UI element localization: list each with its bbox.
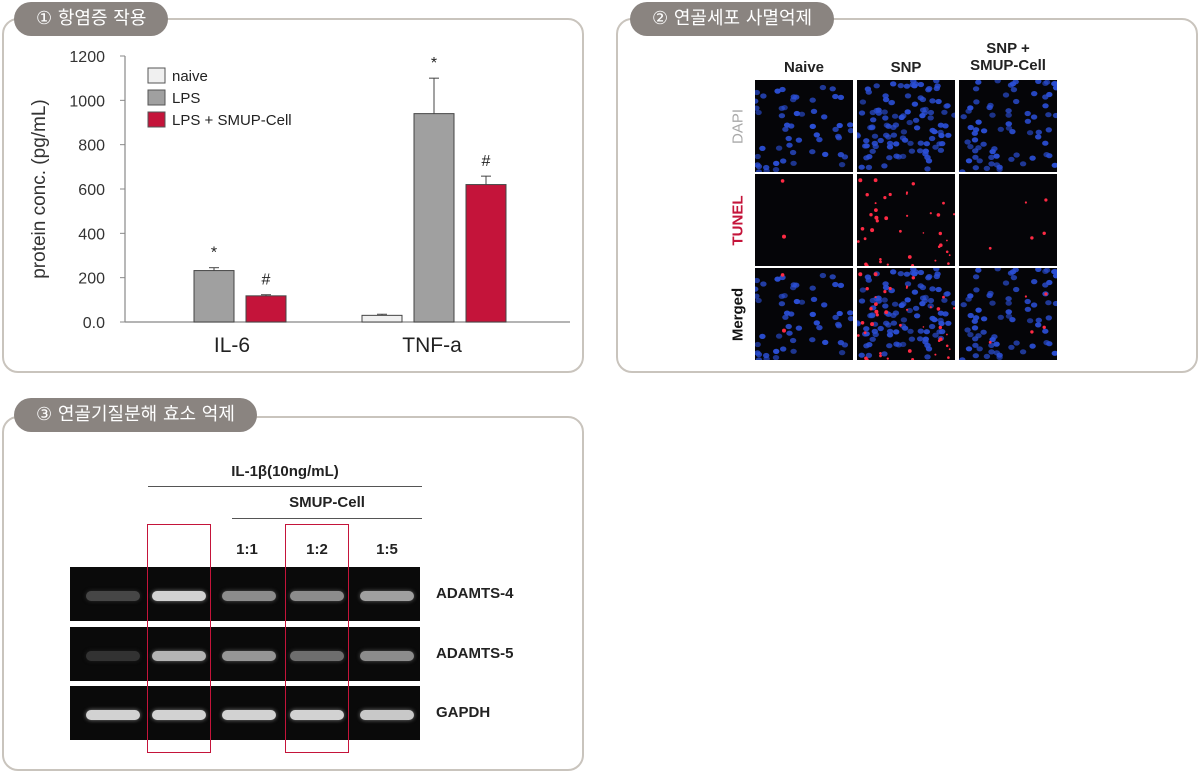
blot-band xyxy=(86,591,140,601)
blot-band xyxy=(360,591,414,601)
highlight-box-il1b xyxy=(147,524,211,753)
microscopy-row-label: DAPI xyxy=(729,109,747,145)
apoptosis-title: ② 연골세포 사멸억제 xyxy=(630,2,835,36)
anti-inflammatory-title: ① 항염증 작용 xyxy=(14,2,169,36)
microscopy-column-label: SNP + SMUP-Cell xyxy=(970,40,1046,74)
treatment-header: IL-1β(10ng/mL) xyxy=(231,463,339,480)
bar-lps-1 xyxy=(413,113,455,323)
legend-swatch xyxy=(147,111,166,128)
blot-band xyxy=(222,591,276,601)
agent-line xyxy=(232,518,422,519)
bar-lpssmupcell-0 xyxy=(245,295,287,323)
microscopy-column-label: SNP xyxy=(890,59,922,76)
y-tick-label: 800 xyxy=(78,138,105,155)
blot-band xyxy=(152,591,206,601)
blot-band xyxy=(290,651,344,661)
microscopy-image xyxy=(755,174,853,266)
ratio-1: 1:1 xyxy=(236,541,258,558)
blot-band xyxy=(360,710,414,720)
category-label: IL-6 xyxy=(214,334,250,357)
y-tick-label: 1000 xyxy=(69,93,105,110)
blot-band xyxy=(222,651,276,661)
microscopy-image xyxy=(755,80,853,172)
highlight-box-ratio-2 xyxy=(285,524,349,753)
microscopy-image xyxy=(755,268,853,360)
significance-mark: # xyxy=(482,153,491,170)
microscopy-image xyxy=(959,80,1057,172)
bar-lps-0 xyxy=(193,270,235,323)
agent-header: SMUP-Cell xyxy=(289,494,365,511)
blot-label: GAPDH xyxy=(436,704,491,721)
enzyme-title: ③ 연골기질분해 효소 억제 xyxy=(14,398,257,432)
category-label: TNF-a xyxy=(402,334,462,357)
microscopy-image xyxy=(857,268,955,360)
blot-gel-gapdh xyxy=(70,686,420,740)
cytokine-bar-chart: 0.0 200 400 600 800 1000 1200 protein conc. (pg… xyxy=(29,49,570,357)
blot-band xyxy=(86,710,140,720)
ratio-2: 1:2 xyxy=(306,541,328,558)
legend-label: LPS + SMUP-Cell xyxy=(172,112,292,129)
y-tick-label: 0.0 xyxy=(83,315,105,332)
y-tick-label: 1200 xyxy=(69,49,105,66)
blot-band xyxy=(290,591,344,601)
treatment-line xyxy=(148,486,422,487)
blot-band xyxy=(290,710,344,720)
y-axis-label: protein conc. (pg/mL) xyxy=(29,99,50,279)
y-tick-label: 400 xyxy=(78,226,105,243)
blot-band xyxy=(152,710,206,720)
microscopy-row-label: Merged xyxy=(729,287,747,342)
blot-band xyxy=(222,710,276,720)
bar-lpssmupcell-1 xyxy=(465,184,507,323)
ratio-3: 1:5 xyxy=(376,541,398,558)
significance-mark: * xyxy=(431,55,437,72)
microscopy-image xyxy=(857,174,955,266)
legend-label: naive xyxy=(172,68,208,85)
blot-label: ADAMTS-4 xyxy=(436,585,514,602)
blot-label: ADAMTS-5 xyxy=(436,645,514,662)
legend-swatch xyxy=(147,89,166,106)
legend-swatch xyxy=(147,67,166,84)
microscopy-image xyxy=(959,268,1057,360)
blot-gel-adamts-5 xyxy=(70,627,420,681)
blot-band xyxy=(360,651,414,661)
y-tick-label: 200 xyxy=(78,271,105,288)
microscopy-image xyxy=(857,80,955,172)
microscopy-row-label: TUNEL xyxy=(729,195,747,246)
significance-mark: # xyxy=(262,272,271,289)
blot-band xyxy=(152,651,206,661)
significance-mark: * xyxy=(211,245,217,262)
y-tick-label: 600 xyxy=(78,182,105,199)
legend-label: LPS xyxy=(172,90,200,107)
microscopy-column-label: Naive xyxy=(783,59,825,76)
microscopy-image xyxy=(959,174,1057,266)
bar-naive-1 xyxy=(361,314,403,323)
blot-band xyxy=(86,651,140,661)
blot-gel-adamts-4 xyxy=(70,567,420,621)
